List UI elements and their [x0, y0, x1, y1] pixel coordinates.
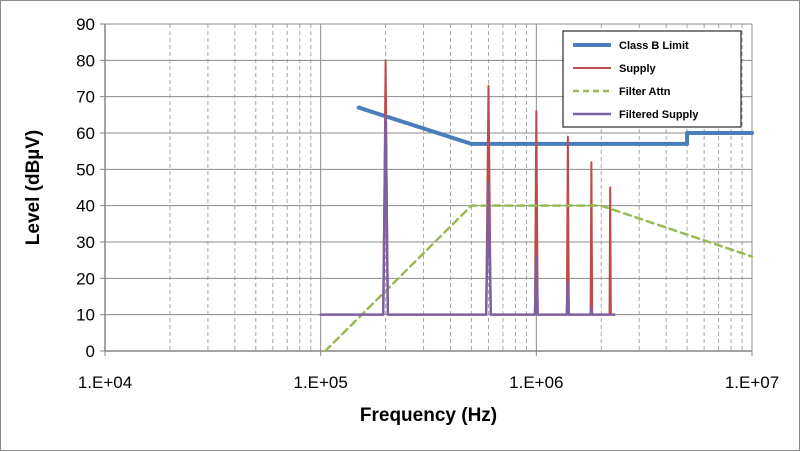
x-tick-label: 1.E+05	[293, 373, 347, 392]
x-tick-label: 1.E+06	[509, 373, 563, 392]
series-line-filtered-supply	[319, 113, 616, 316]
y-tick-label: 80	[76, 51, 95, 70]
y-tick-label: 90	[76, 15, 95, 34]
legend-label: Filter Attn	[619, 86, 671, 98]
legend-label: Filtered Supply	[619, 109, 699, 121]
y-tick-label: 20	[76, 269, 95, 288]
y-axis-title: Level (dBµV)	[23, 130, 44, 245]
legend-label: Class B Limit	[619, 40, 689, 52]
series-line-class-b-limit	[356, 105, 754, 146]
y-tick-label: 50	[76, 160, 95, 179]
x-tick-label: 1.E+04	[78, 373, 132, 392]
x-axis-title: Frequency (Hz)	[360, 405, 497, 426]
y-tick-label: 60	[76, 124, 95, 143]
y-tick-label: 30	[76, 233, 95, 252]
y-tick-label: 10	[76, 306, 95, 325]
legend-label: Supply	[619, 63, 657, 75]
series-line-filter-attn	[323, 204, 754, 353]
x-tick-label: 1.E+07	[725, 373, 779, 392]
y-tick-label: 0	[86, 342, 95, 361]
y-tick-label: 40	[76, 197, 95, 216]
y-tick-label: 70	[76, 88, 95, 107]
